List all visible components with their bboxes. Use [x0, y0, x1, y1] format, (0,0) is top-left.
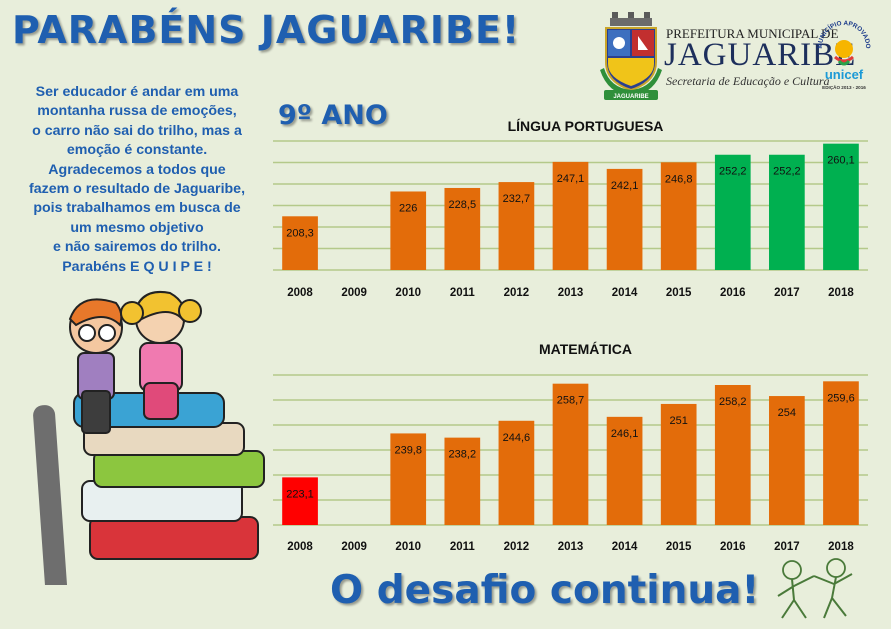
chart-lingua-portuguesa: LÍNGUA PORTUGUESA 2008 208,3 2009 2010 226 201…	[273, 118, 868, 299]
tick-label-2010: 2010	[395, 287, 421, 299]
bar-2010	[390, 191, 427, 270]
message-line: pois trabalhamos em busca de	[33, 200, 241, 217]
data-label-2015: 251	[670, 415, 688, 427]
message-line: montanha russa de emoções,	[37, 103, 237, 120]
logo-line-1: PREFEITURA MUNICIPAL DE	[666, 26, 839, 41]
tick-label-2013: 2013	[558, 287, 584, 299]
message-line: um mesmo objetivo	[70, 219, 204, 236]
data-label-2013: 247,1	[557, 173, 585, 185]
tick-label-2016: 2016	[720, 541, 746, 553]
tick-label-2012: 2012	[504, 287, 530, 299]
grade-label: 9º ANO	[278, 100, 388, 131]
bar-2012	[498, 420, 535, 525]
bar-2013	[552, 383, 589, 525]
bar-2013	[552, 161, 589, 270]
bar-2016	[714, 154, 751, 270]
bar-2017	[769, 154, 805, 270]
tick-label-2010: 2010	[395, 541, 421, 553]
headline: PARABÉNS JAGUARIBE!	[12, 8, 521, 52]
crest-ribbon: JAGUARIBE	[613, 94, 648, 100]
tick-label-2009: 2009	[341, 287, 367, 299]
data-label-2012: 232,7	[503, 193, 531, 205]
data-label-2016: 252,2	[719, 166, 747, 178]
bar-2008	[282, 216, 318, 270]
tick-label-2017: 2017	[774, 541, 800, 553]
tick-label-2011: 2011	[450, 287, 476, 299]
data-label-2018: 259,6	[827, 392, 855, 404]
message-line: o carro não sai do trilho, mas a	[32, 122, 242, 139]
seal-brand: unicef	[825, 67, 864, 82]
bar-2014	[606, 168, 643, 270]
tick-label-2015: 2015	[666, 287, 692, 299]
tick-label-2013: 2013	[558, 541, 584, 553]
tick-label-2017: 2017	[774, 287, 800, 299]
data-label-2014: 242,1	[611, 180, 639, 192]
data-label-2014: 246,1	[611, 428, 639, 440]
data-label-2018: 260,1	[827, 155, 855, 167]
data-label-2017: 252,2	[773, 166, 801, 178]
tick-label-2008: 2008	[287, 541, 313, 553]
logo-line-2: JAGUARIBE	[664, 37, 857, 73]
tick-label-2012: 2012	[504, 541, 530, 553]
seal-edition: EDIÇÃO 2013 - 2016	[822, 84, 866, 90]
bar-2012	[498, 182, 535, 270]
bar-2016	[714, 385, 751, 525]
bar-2018	[823, 143, 859, 270]
message-text: Ser educador é andar em uma montanha rus…	[6, 83, 268, 277]
bar-2018	[823, 381, 859, 525]
data-label-2010: 226	[399, 202, 417, 214]
message-line: emoção é constante.	[66, 142, 208, 159]
bar-2015	[660, 403, 697, 525]
data-label-2008: 223,1	[286, 488, 314, 500]
unicef-seal-icon: MUNICÍPIO APROVADO unicef EDIÇÃO 2013 - …	[817, 20, 871, 90]
bar-2011	[444, 187, 481, 270]
tick-label-2014: 2014	[612, 287, 638, 299]
footer-slogan: O desafio continua!	[330, 568, 760, 613]
bar-2017	[769, 396, 805, 525]
data-label-2017: 254	[778, 407, 796, 419]
dancing-kids-illustration	[777, 558, 853, 619]
tick-label-2011: 2011	[450, 541, 476, 553]
message-line: Parabéns E Q U I P E !	[62, 258, 212, 275]
tick-label-2014: 2014	[612, 541, 638, 553]
data-label-2011: 228,5	[449, 199, 477, 211]
message-line: fazem o resultado de Jaguaribe,	[28, 181, 246, 198]
tick-label-2008: 2008	[287, 287, 313, 299]
kids-on-books-illustration	[33, 291, 265, 585]
message-line: e não sairemos do trilho.	[53, 239, 221, 256]
data-label-2010: 239,8	[394, 444, 422, 456]
data-label-2015: 246,8	[665, 173, 693, 185]
data-label-2012: 244,6	[503, 432, 531, 444]
tick-label-2015: 2015	[666, 541, 692, 553]
data-label-2016: 258,2	[719, 396, 747, 408]
tick-label-2018: 2018	[828, 287, 854, 299]
tick-label-2016: 2016	[720, 287, 746, 299]
data-label-2013: 258,7	[557, 395, 585, 407]
tick-label-2009: 2009	[341, 541, 367, 553]
prefeitura-logo: JAGUARIBE PREFEITURA MUNICIPAL DE JAGUAR…	[598, 10, 883, 105]
chart-matematica: MATEMÁTICA 2008 223,1 2009 2010 239,8 2011 238,…	[273, 341, 868, 553]
bar-2014	[606, 416, 643, 525]
bar-2015	[660, 162, 697, 270]
message-line: Ser educador é andar em uma	[35, 84, 239, 100]
chart-title: MATEMÁTICA	[539, 341, 632, 357]
city-crest-icon	[600, 12, 662, 100]
bar-2011	[444, 437, 481, 525]
message-line: Agradecemos a todos que	[48, 161, 226, 178]
crest-ribbon-text: JAGUARIBE	[613, 94, 648, 100]
tick-label-2018: 2018	[828, 541, 854, 553]
data-label-2011: 238,2	[449, 449, 477, 461]
bar-2008	[282, 477, 318, 525]
bar-2010	[390, 433, 427, 525]
data-label-2008: 208,3	[286, 227, 314, 239]
logo-line-3: Secretaria de Educação e Cultura	[666, 74, 830, 88]
chart-title: LÍNGUA PORTUGUESA	[508, 118, 664, 134]
